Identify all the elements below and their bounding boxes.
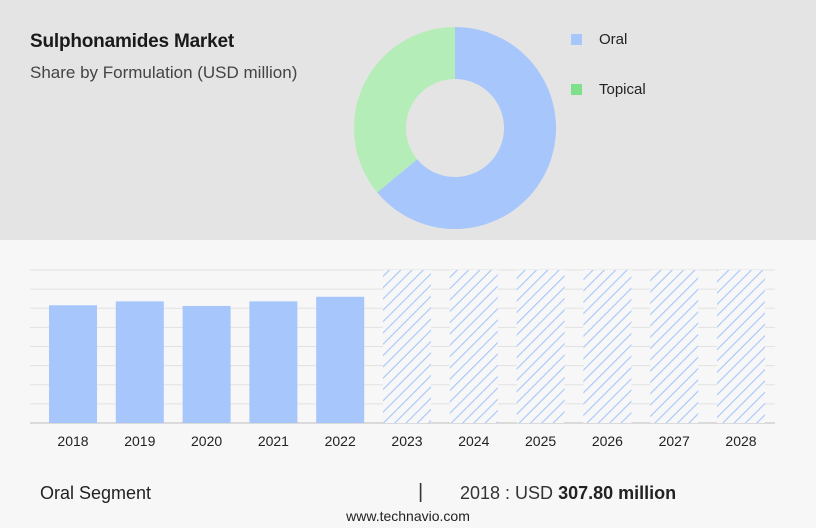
x-tick-label-2026: 2026 (592, 433, 623, 449)
x-tick-label-2025: 2025 (525, 433, 556, 449)
donut-slice-topical (353, 27, 455, 193)
chart-title: Sulphonamides Market (30, 31, 234, 52)
legend-item-topical[interactable]: Topical (571, 64, 646, 114)
bar-chart: 2018 2019 2020 2021 2022 2023 2024 2025 2026 2027… (30, 269, 775, 449)
footer-year-label: 2018 : USD (460, 483, 554, 503)
legend: Oral Topical (571, 14, 646, 114)
chart-subtitle: Share by Formulation (USD million) (30, 63, 298, 82)
legend-label-oral: Oral (599, 30, 628, 48)
x-tick-label-2019: 2019 (124, 433, 155, 449)
x-tick-label-2020: 2020 (191, 433, 222, 449)
legend-item-oral[interactable]: Oral (571, 14, 646, 64)
bar-2022 (316, 296, 365, 423)
x-tick-label-2028: 2028 (725, 433, 756, 449)
x-tick-label-2018: 2018 (57, 433, 88, 449)
bar-forecast-2027 (650, 270, 699, 423)
bar-forecast-2023 (383, 270, 431, 423)
footer-divider: | (418, 481, 424, 503)
legend-swatch-oral (571, 33, 582, 45)
x-tick-label-2027: 2027 (659, 433, 690, 449)
bar-forecast-2024 (449, 270, 498, 423)
bar-2018 (49, 305, 97, 423)
x-tick-label-2024: 2024 (458, 433, 489, 449)
footer-amount: 307.80 million (558, 483, 677, 503)
bar-2021 (249, 301, 298, 423)
bar-forecast-2026 (583, 270, 632, 423)
footer-segment-label: Oral Segment (40, 483, 152, 503)
source-link[interactable]: www.technavio.com (346, 508, 470, 524)
legend-swatch-topical (571, 83, 582, 95)
x-tick-label-2021: 2021 (258, 433, 289, 449)
donut-slice-oral (377, 27, 556, 230)
bar-2019 (115, 301, 164, 423)
bar-forecast-2028 (717, 270, 765, 423)
legend-label-topical: Topical (599, 80, 646, 98)
donut-chart (353, 27, 556, 230)
footer-value: 2018 : USD 307.80 million (460, 483, 676, 504)
bar-forecast-2025 (516, 270, 565, 423)
bar-2020 (182, 305, 231, 423)
x-tick-label-2023: 2023 (391, 433, 422, 449)
x-tick-label-2022: 2022 (325, 433, 356, 449)
